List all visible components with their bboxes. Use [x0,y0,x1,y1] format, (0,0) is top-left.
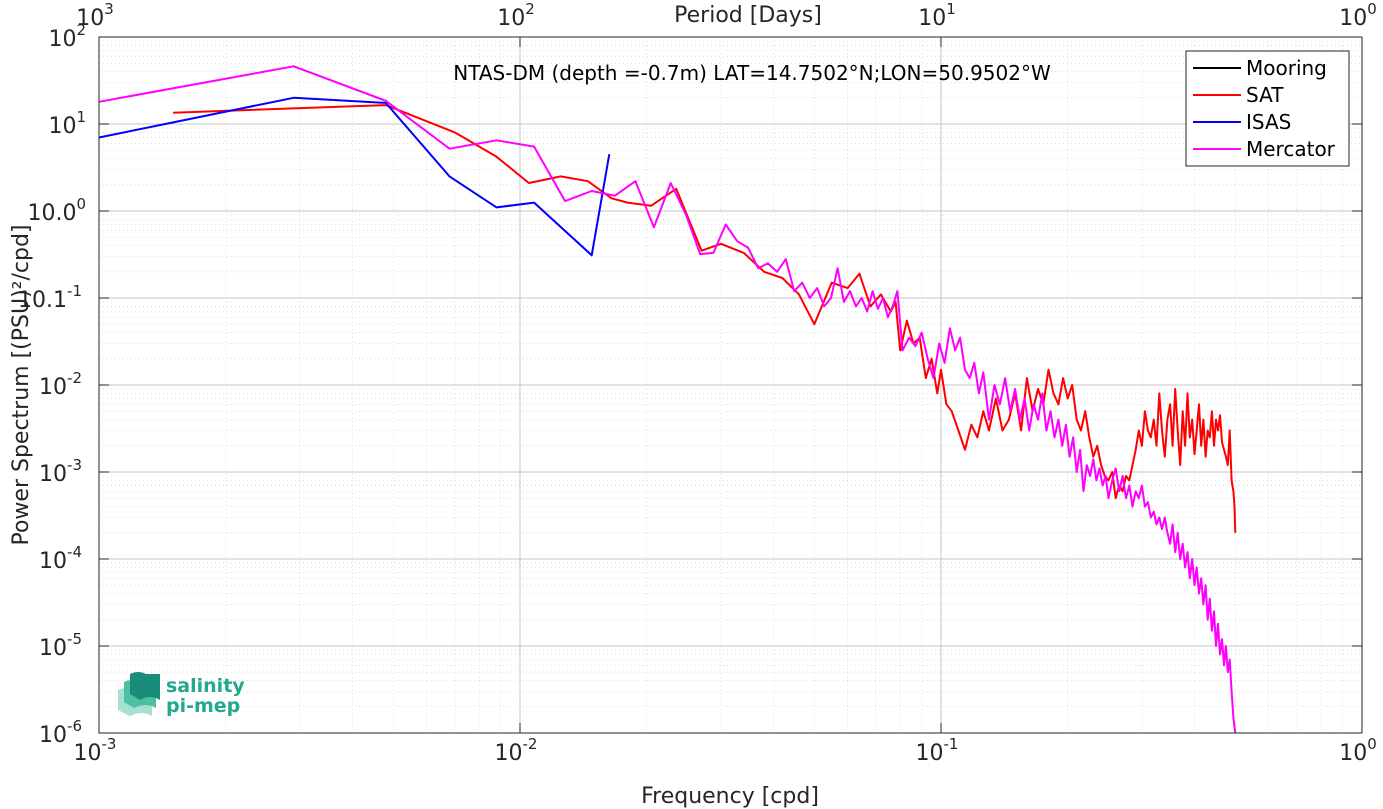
y-tick-label: 10-4 [39,543,82,574]
series-line-sat [173,104,1237,533]
series-lines [98,65,1237,734]
x-tick-label: 10-1 [916,735,959,766]
logo-text-salinity: salinity [166,675,245,697]
y-tick-label: 10.00 [27,195,86,226]
legend: Mooring SAT ISAS Mercator [1185,50,1350,167]
y-tick-labels: 102 101 10.00 10.1-1 10-2 10-3 10-4 10-5 10-6 [18,21,86,748]
x-tick-label: 10-3 [74,735,117,766]
y-tick-label: 10-5 [39,630,82,661]
y-tick-label: 10-6 [39,717,82,748]
tick-marks [98,36,1363,734]
legend-entry: Mooring [1246,56,1327,80]
top-tick-label: 102 [497,0,535,31]
top-tick-label: 103 [76,0,114,31]
top-tick-label: 101 [918,0,956,31]
legend-entry: SAT [1246,83,1284,107]
top-tick-label: 100 [1339,0,1377,31]
x-axis-label: Frequency [cpd] [641,784,819,809]
y-tick-label: 10.1-1 [18,282,82,313]
legend-entry: ISAS [1246,110,1291,134]
y-tick-label: 10-3 [39,456,82,487]
series-line-isas [98,96,611,257]
top-tick-labels: 103 102 101 100 [76,0,1377,31]
legend-box [1185,50,1350,167]
legend-entry: Mercator [1246,137,1336,161]
series-line-mercator [98,65,1237,734]
top-axis-label: Period [Days] [674,3,822,28]
grid [98,36,1363,734]
logo-wave-dark [130,672,160,700]
y-axis-label: Power Spectrum [(PSU)²/cpd] [9,224,34,545]
y-tick-label: 102 [48,21,86,52]
y-tick-label: 101 [48,108,86,139]
x-tick-label: 100 [1339,735,1377,766]
logo-text-pi-mep: pi-mep [166,695,240,717]
salinity-pi-mep-logo: salinity pi-mep [118,672,245,717]
x-tick-labels: 10-3 10-2 10-1 100 [74,735,1377,766]
y-tick-label: 10-2 [39,369,82,400]
x-tick-label: 10-2 [495,735,538,766]
chart-title: NTAS-DM (depth =-0.7m) LAT=14.7502°N;LON… [453,61,1051,85]
